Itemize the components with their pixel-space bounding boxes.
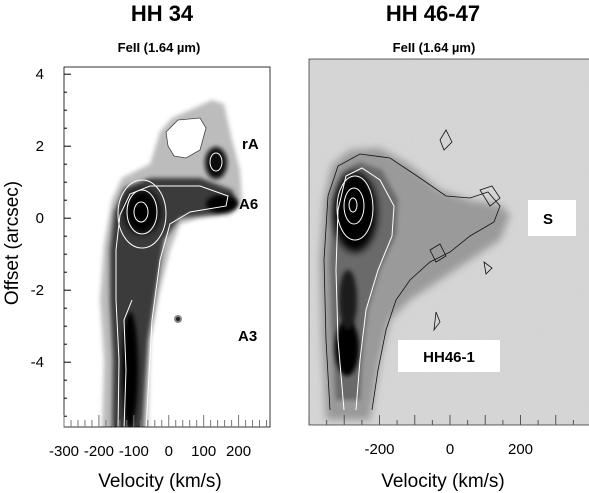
hh4647-emission-image [309, 59, 589, 425]
hh4647-main-knot [333, 172, 377, 252]
hh34-y-tick-label: -2 [31, 282, 44, 299]
hh34-stem-core [122, 312, 138, 427]
hh34-y-tick-label: 4 [36, 66, 44, 83]
hh34-y-tick-label: -4 [31, 354, 44, 371]
hh4647-label-bg-hh46-1 [398, 340, 500, 372]
hh4647-title: HH 46-47 [386, 1, 480, 26]
hh4647-x-tick-label: -200 [364, 441, 394, 458]
hh4647-x-axis-label: Velocity (km/s) [381, 471, 505, 492]
hh4647-label-bg-s [528, 200, 576, 236]
hh34-x-tick-label: -200 [84, 443, 114, 460]
hh34-annotation-a6: A6 [239, 196, 258, 213]
hh34-subtitle: FeII (1.64 µm) [118, 40, 201, 55]
hh34-knot-core [124, 190, 160, 234]
hh34-x-tick-label: -100 [119, 443, 149, 460]
hh4647-annotation-s: S [543, 211, 553, 228]
panel-hh4647: HH 46-47 FeII (1.64 µm) [308, 1, 589, 492]
hh34-ra-knot [205, 147, 227, 179]
hh34-annotation-a3: A3 [238, 328, 257, 345]
hh4647-x-ticks [308, 415, 574, 425]
hh34-emission-image [100, 100, 242, 427]
hh34-x-tick-label: 200 [226, 443, 251, 460]
hh34-y-axis-label: Offset (arcsec) [2, 181, 23, 305]
hh34-main-stream [110, 178, 238, 427]
hh34-y-tick-label: 2 [36, 138, 44, 155]
hh34-x-axis-label: Velocity (km/s) [98, 471, 222, 492]
hh4647-hh46-1-knot [335, 320, 359, 376]
hh34-x-tick-label: 100 [191, 443, 216, 460]
hh4647-x-tick-labels: -200 0 200 [364, 441, 533, 458]
hh34-title: HH 34 [131, 1, 194, 26]
hh34-x-ticks [63, 415, 268, 427]
hh34-x-tick-labels: -300 -200 -100 0 100 200 [49, 443, 251, 460]
hh4647-x-tick-label: 0 [446, 441, 454, 458]
hh34-cavity [166, 118, 206, 158]
hh4647-x-tick-label: 200 [508, 441, 533, 458]
hh4647-annotation-hh46-1: HH46-1 [423, 349, 475, 366]
hh34-annotation-ra: rA [242, 136, 259, 153]
hh34-plot-frame [63, 66, 271, 428]
panel-hh34: HH 34 FeII (1.64 µm) [2, 1, 271, 492]
hh34-x-tick-label: 0 [165, 443, 173, 460]
hh34-y-ticks [64, 73, 71, 417]
hh34-y-tick-label: 0 [36, 210, 44, 227]
hh34-a6-knot [206, 195, 238, 213]
hh34-y-tick-labels: 4 2 0 -2 -4 [31, 66, 44, 371]
hh34-x-tick-label: -300 [49, 443, 79, 460]
hh4647-subtitle: FeII (1.64 µm) [393, 40, 476, 55]
